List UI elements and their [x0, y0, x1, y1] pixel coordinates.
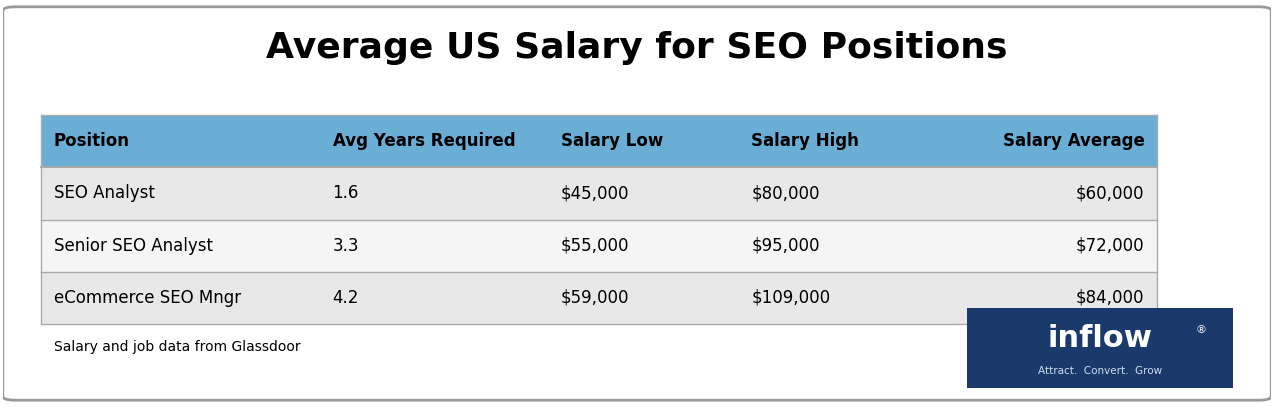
Text: $60,000: $60,000	[1075, 184, 1144, 202]
FancyBboxPatch shape	[41, 115, 1157, 167]
Text: 3.3: 3.3	[333, 236, 359, 255]
FancyBboxPatch shape	[41, 272, 1157, 324]
FancyBboxPatch shape	[41, 167, 1157, 219]
Text: 1.6: 1.6	[333, 184, 359, 202]
Text: Avg Years Required: Avg Years Required	[333, 132, 515, 150]
FancyBboxPatch shape	[41, 219, 1157, 272]
FancyBboxPatch shape	[967, 308, 1233, 388]
Text: inflow: inflow	[1047, 324, 1153, 353]
Text: ®: ®	[1195, 325, 1206, 335]
Text: eCommerce SEO Mngr: eCommerce SEO Mngr	[54, 289, 241, 307]
Text: $72,000: $72,000	[1075, 236, 1144, 255]
Text: Position: Position	[54, 132, 130, 150]
Text: Salary High: Salary High	[752, 132, 859, 150]
Text: SEO Analyst: SEO Analyst	[54, 184, 154, 202]
Text: $84,000: $84,000	[1075, 289, 1144, 307]
Text: 4.2: 4.2	[333, 289, 359, 307]
Text: $55,000: $55,000	[561, 236, 629, 255]
Text: Salary Low: Salary Low	[561, 132, 664, 150]
Text: $95,000: $95,000	[752, 236, 819, 255]
Text: $59,000: $59,000	[561, 289, 629, 307]
Text: Attract.  Convert.  Grow: Attract. Convert. Grow	[1038, 365, 1162, 376]
Text: $109,000: $109,000	[752, 289, 831, 307]
Text: Salary Average: Salary Average	[1003, 132, 1144, 150]
Text: Senior SEO Analyst: Senior SEO Analyst	[54, 236, 213, 255]
Text: $45,000: $45,000	[561, 184, 629, 202]
Text: Salary and job data from Glassdoor: Salary and job data from Glassdoor	[54, 340, 301, 354]
Text: $80,000: $80,000	[752, 184, 819, 202]
Text: Average US Salary for SEO Positions: Average US Salary for SEO Positions	[266, 31, 1008, 65]
